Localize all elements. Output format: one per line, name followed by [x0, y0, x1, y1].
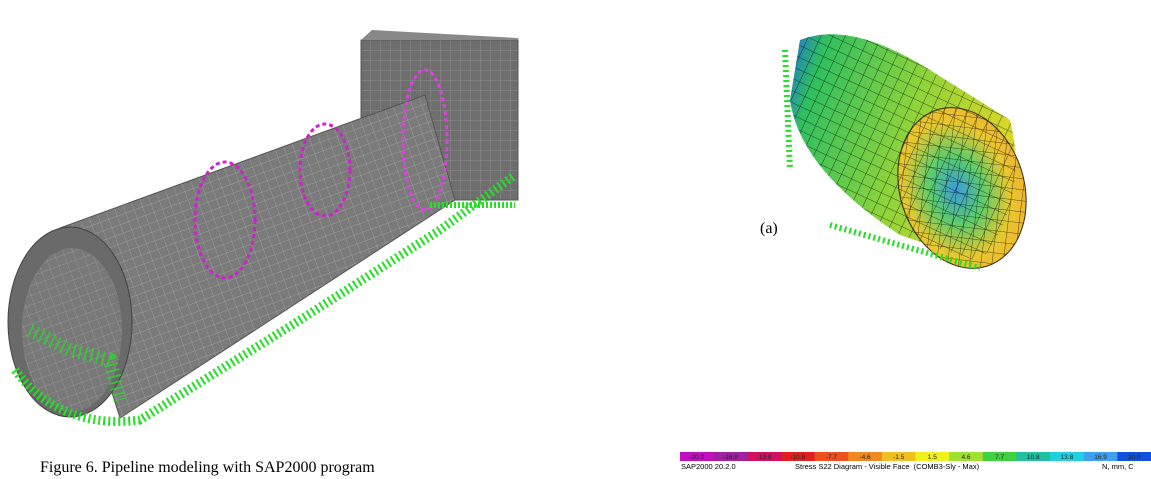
caption: Figure 6. Pipeline modeling with SAP2000…	[40, 459, 375, 476]
scale-label: -10.8	[790, 454, 805, 461]
legend-title: Stress S22 Diagram - Visible Face (COMB3…	[795, 462, 980, 471]
scale-label: 4.6	[961, 454, 970, 461]
figure: (a) Figure 6. Pipeline modeling with SAP…	[0, 0, 1151, 479]
scale-label: 1.5	[928, 454, 937, 461]
scale-label: 7.7	[995, 454, 1004, 461]
scale-label: 13.8	[1061, 454, 1074, 461]
page: (a) Figure 6. Pipeline modeling with SAP…	[0, 0, 1151, 479]
panel-label: (a)	[760, 220, 778, 237]
scale-label: -7.7	[826, 454, 838, 461]
scale-label: -4.6	[859, 454, 871, 461]
scale-label: -20.0	[689, 454, 704, 461]
units: N, mm, C	[1102, 462, 1134, 471]
scale-label: 10.8	[1027, 454, 1040, 461]
color-scale: -20.0 -16.9 -13.8 -10.8 -7.7 -4.6 -1.5 1.5 4.6 7.…	[680, 452, 1151, 461]
program-version: SAP2000 20.2.0	[681, 462, 736, 471]
stress-contour-model	[785, 34, 1046, 285]
pipeline-model	[8, 30, 518, 421]
scale-label: -1.5	[893, 454, 905, 461]
scale-label: -13.8	[757, 454, 772, 461]
scale-label: -16.9	[723, 454, 738, 461]
scale-label: 16.9	[1094, 454, 1107, 461]
scale-label: 20.0	[1128, 454, 1141, 461]
